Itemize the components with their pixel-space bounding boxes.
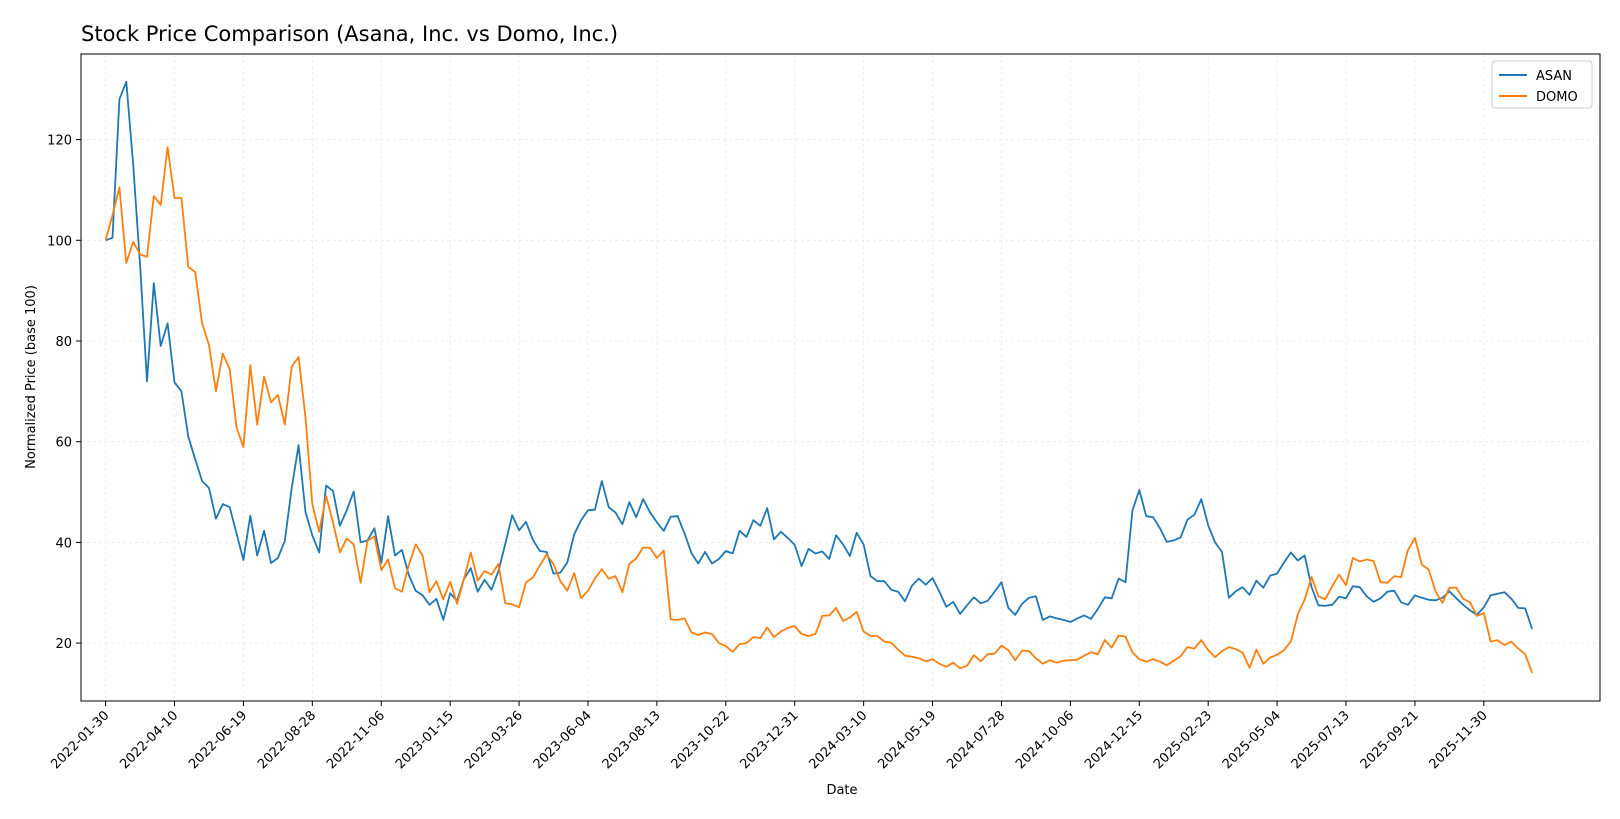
series-line-domo	[104, 146, 1533, 674]
y-tick-label: 100	[47, 234, 72, 249]
legend: ASAN DOMO	[1491, 60, 1593, 109]
plot-frame	[80, 53, 1601, 702]
chart-title: Stock Price Comparison (Asana, Inc. vs D…	[81, 22, 618, 46]
grid-lines	[81, 54, 1600, 701]
x-axis-label: Date	[826, 783, 857, 798]
y-tick-label: 20	[55, 637, 72, 652]
legend-label-domo: DOMO	[1536, 90, 1578, 105]
series-layer	[104, 80, 1533, 674]
y-tick-label: 120	[47, 134, 72, 149]
y-axis: 20 40 60 80 100 120	[47, 134, 81, 652]
y-axis-label: Normalized Price (base 100)	[24, 285, 39, 469]
series-line-asan	[105, 80, 1533, 630]
y-tick-label: 60	[55, 436, 72, 451]
y-tick-label: 40	[55, 536, 72, 551]
legend-label-asan: ASAN	[1536, 69, 1572, 84]
y-tick-label: 80	[55, 335, 72, 350]
